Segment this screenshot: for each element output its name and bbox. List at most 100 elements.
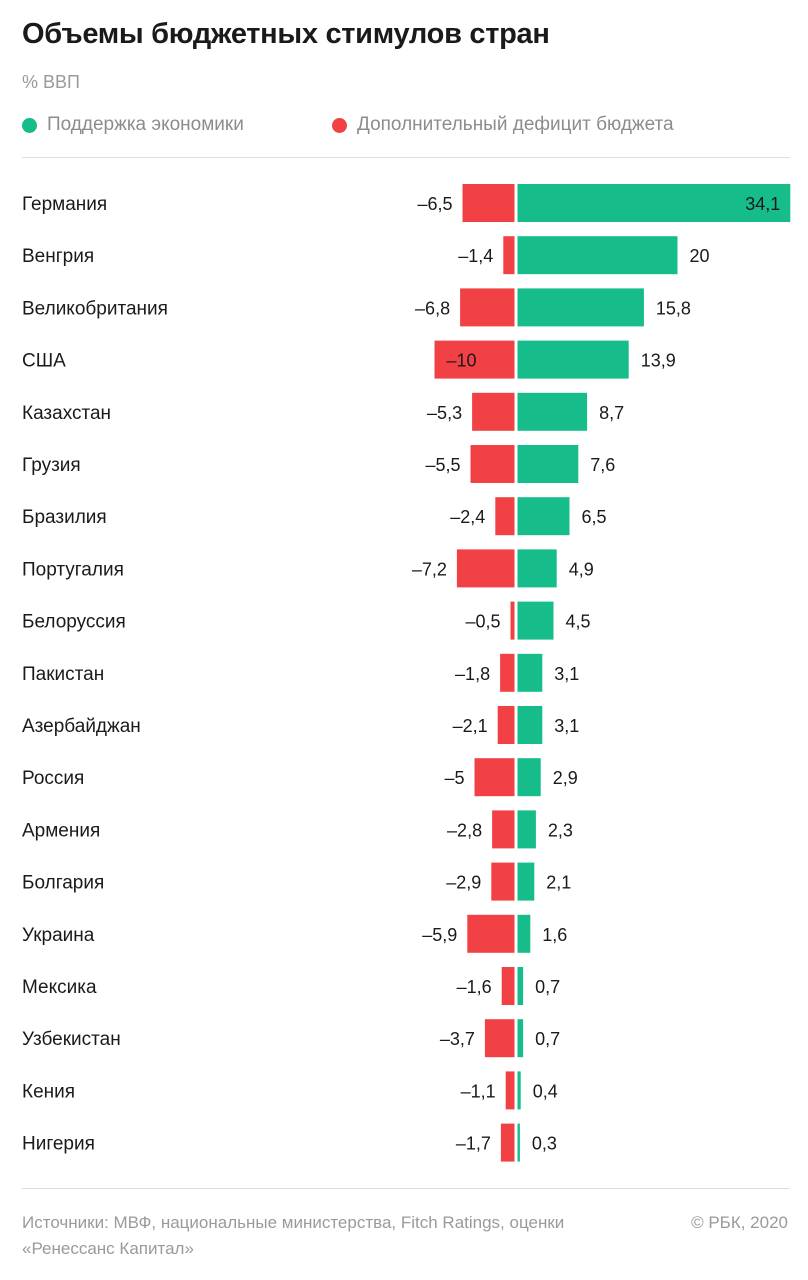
support-value-label: 34,1 xyxy=(745,194,780,214)
support-value-label: 7,6 xyxy=(590,455,615,475)
deficit-value-label: –1,7 xyxy=(456,1134,491,1154)
legend-support-label: Поддержка экономики xyxy=(47,114,244,135)
deficit-value-label: –2,9 xyxy=(446,873,481,893)
category-label: Венгрия xyxy=(22,246,94,267)
support-bar xyxy=(517,549,557,588)
support-bar xyxy=(517,236,678,275)
support-bar xyxy=(517,1019,524,1058)
category-label: Кения xyxy=(22,1081,75,1102)
deficit-value-label: –10 xyxy=(447,351,477,371)
header-divider xyxy=(22,157,790,158)
bar-chart: Германия –6,5 34,1 Венгрия –1,4 20 Великобрита… xyxy=(22,184,791,1162)
chart-row: Кения –1,1 0,4 xyxy=(22,1071,558,1110)
deficit-bar xyxy=(500,653,515,692)
deficit-value-label: –6,8 xyxy=(415,298,450,318)
support-bar xyxy=(517,497,570,536)
support-value-label: 8,7 xyxy=(599,403,624,423)
category-label: Грузия xyxy=(22,455,81,476)
deficit-bar xyxy=(491,862,515,901)
deficit-bar xyxy=(503,236,515,275)
deficit-value-label: –1,4 xyxy=(458,246,493,266)
category-label: Мексика xyxy=(22,977,97,998)
support-value-label: 3,1 xyxy=(554,664,579,684)
chart-row: Пакистан –1,8 3,1 xyxy=(22,653,579,692)
support-value-label: 6,5 xyxy=(582,507,607,527)
category-label: Бразилия xyxy=(22,507,107,528)
support-bar xyxy=(517,1123,520,1162)
support-value-label: 2,3 xyxy=(548,820,573,840)
chart-title: Объемы бюджетных стимулов стран xyxy=(22,18,550,50)
deficit-value-label: –7,2 xyxy=(412,559,447,579)
deficit-value-label: –6,5 xyxy=(417,194,452,214)
deficit-value-label: –5,5 xyxy=(425,455,460,475)
chart-row: Казахстан –5,3 8,7 xyxy=(22,392,624,431)
deficit-value-label: –2,4 xyxy=(450,507,485,527)
legend-item-deficit: Дополнительный дефицит бюджета xyxy=(332,114,674,136)
support-value-label: 3,1 xyxy=(554,716,579,736)
deficit-bar xyxy=(462,184,515,222)
deficit-value-label: –0,5 xyxy=(465,612,500,632)
category-label: США xyxy=(22,351,66,372)
legend-support-swatch xyxy=(22,117,37,133)
category-label: Германия xyxy=(22,194,107,215)
chart-row: США –10 13,9 xyxy=(22,340,676,379)
deficit-value-label: –2,1 xyxy=(453,716,488,736)
deficit-value-label: –1,6 xyxy=(457,977,492,997)
support-bar xyxy=(517,758,541,797)
deficit-value-label: –3,7 xyxy=(440,1029,475,1049)
category-label: Украина xyxy=(22,925,95,946)
source-note: Источники: МВФ, национальные министерств… xyxy=(22,1213,565,1258)
deficit-bar xyxy=(505,1071,515,1110)
chart-row: Украина –5,9 1,6 xyxy=(22,914,567,953)
chart-row: Португалия –7,2 4,9 xyxy=(22,549,594,588)
deficit-bar xyxy=(492,810,515,849)
category-label: Пакистан xyxy=(22,664,104,685)
category-label: Казахстан xyxy=(22,403,111,424)
category-label: Армения xyxy=(22,820,100,841)
deficit-bar xyxy=(497,706,515,744)
deficit-bar xyxy=(510,601,515,640)
legend-deficit-label: Дополнительный дефицит бюджета xyxy=(357,114,674,135)
deficit-bar xyxy=(467,914,515,953)
footer-divider xyxy=(22,1188,790,1189)
chart-row: Мексика –1,6 0,7 xyxy=(22,967,560,1005)
category-label: Великобритания xyxy=(22,298,168,319)
deficit-bar xyxy=(501,967,515,1005)
support-bar xyxy=(517,810,536,849)
chart-row: Нигерия –1,7 0,3 xyxy=(22,1123,557,1162)
deficit-value-label: –5 xyxy=(444,768,464,788)
chart-row: Армения –2,8 2,3 xyxy=(22,810,573,849)
deficit-bar xyxy=(460,288,515,327)
chart-row: Великобритания –6,8 15,8 xyxy=(22,288,691,327)
support-value-label: 0,4 xyxy=(533,1081,558,1101)
deficit-bar xyxy=(434,340,515,379)
category-label: Россия xyxy=(22,768,84,789)
category-label: Азербайджан xyxy=(22,716,141,737)
deficit-bar xyxy=(470,445,515,483)
support-bar xyxy=(517,967,524,1005)
chart-row: Венгрия –1,4 20 xyxy=(22,236,710,275)
deficit-bar xyxy=(474,758,515,797)
deficit-bar xyxy=(495,497,515,536)
support-value-label: 0,3 xyxy=(532,1134,557,1154)
category-label: Португалия xyxy=(22,559,124,580)
chart-row: Белоруссия –0,5 4,5 xyxy=(22,601,591,640)
category-label: Узбекистан xyxy=(22,1029,121,1050)
chart-row: Бразилия –2,4 6,5 xyxy=(22,497,607,536)
support-value-label: 15,8 xyxy=(656,298,691,318)
deficit-bar xyxy=(500,1123,515,1162)
support-bar xyxy=(517,445,579,483)
support-value-label: 1,6 xyxy=(542,925,567,945)
deficit-value-label: –5,3 xyxy=(427,403,462,423)
support-value-label: 0,7 xyxy=(535,977,560,997)
support-value-label: 2,1 xyxy=(546,873,571,893)
deficit-value-label: –2,8 xyxy=(447,820,482,840)
category-label: Белоруссия xyxy=(22,612,126,633)
support-value-label: 4,9 xyxy=(569,559,594,579)
support-value-label: 4,5 xyxy=(566,612,591,632)
chart-subtitle: % ВВП xyxy=(22,72,80,92)
legend-deficit-swatch xyxy=(332,117,347,133)
copyright-note: © РБК, 2020 xyxy=(691,1213,788,1232)
category-label: Болгария xyxy=(22,873,104,894)
support-bar xyxy=(517,601,554,640)
